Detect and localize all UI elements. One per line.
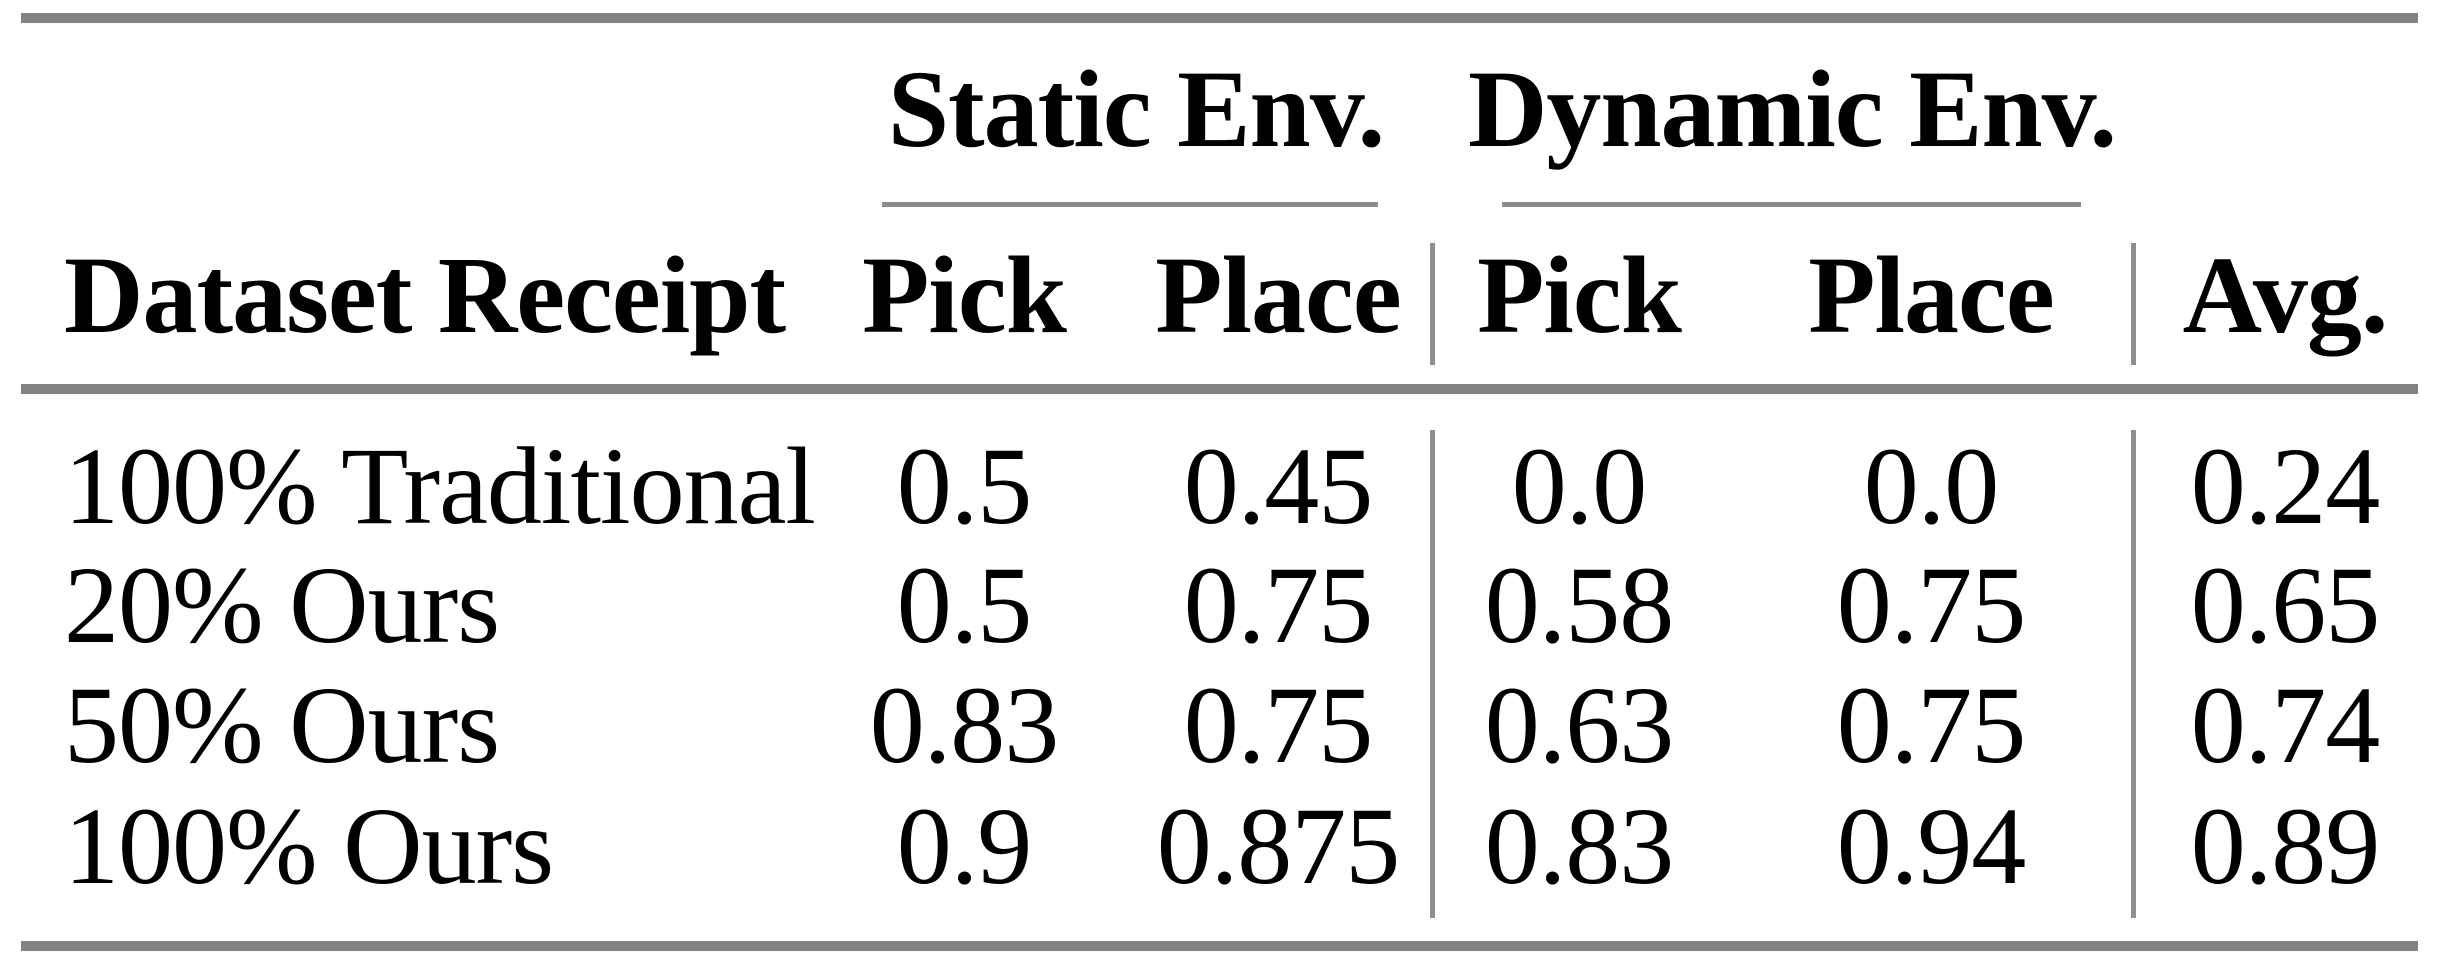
body-vertical-rule-static-dynamic <box>1430 430 1435 918</box>
cell-dynamic-place: 0.75 <box>1836 664 2026 786</box>
cell-dynamic-pick: 0.63 <box>1484 664 1674 786</box>
cell-static-place: 0.45 <box>1183 425 1373 547</box>
row-label: 20% Ours <box>64 544 500 666</box>
column-header-static-pick: Pick <box>862 234 1067 356</box>
row-label: 50% Ours <box>64 664 500 786</box>
cell-avg: 0.65 <box>2190 544 2380 666</box>
cell-static-pick: 0.5 <box>896 544 1032 666</box>
bottom-rule <box>21 941 2418 951</box>
row-label: 100% Traditional <box>64 425 816 547</box>
group-header-static-env: Static Env. <box>887 48 1385 170</box>
static-env-cmidrule <box>882 202 1378 207</box>
row-label: 100% Ours <box>64 785 554 907</box>
cell-dynamic-pick: 0.0 <box>1511 425 1647 547</box>
cell-dynamic-pick: 0.58 <box>1484 544 1674 666</box>
cell-dynamic-place: 0.0 <box>1863 425 1999 547</box>
column-header-dataset-receipt: Dataset Receipt <box>64 234 786 356</box>
mid-rule <box>21 384 2418 394</box>
cell-dynamic-place: 0.94 <box>1836 785 2026 907</box>
column-header-avg: Avg. <box>2182 234 2389 356</box>
cell-avg: 0.74 <box>2190 664 2380 786</box>
header-vertical-rule-avg <box>2131 243 2136 365</box>
group-header-dynamic-env: Dynamic Env. <box>1467 48 2117 170</box>
top-rule <box>21 13 2418 23</box>
cell-static-pick: 0.9 <box>896 785 1032 907</box>
cell-static-pick: 0.5 <box>896 425 1032 547</box>
column-header-dynamic-pick: Pick <box>1477 234 1682 356</box>
header-vertical-rule-static-dynamic <box>1430 243 1435 365</box>
cell-dynamic-pick: 0.83 <box>1484 785 1674 907</box>
dynamic-env-cmidrule <box>1502 202 2081 207</box>
column-header-dynamic-place: Place <box>1808 234 2054 356</box>
cell-static-pick: 0.83 <box>869 664 1059 786</box>
cell-dynamic-place: 0.75 <box>1836 544 2026 666</box>
body-vertical-rule-avg <box>2131 430 2136 918</box>
column-header-static-place: Place <box>1155 234 1401 356</box>
cell-avg: 0.24 <box>2190 425 2380 547</box>
cell-avg: 0.89 <box>2190 785 2380 907</box>
cell-static-place: 0.875 <box>1156 785 1400 907</box>
cell-static-place: 0.75 <box>1183 544 1373 666</box>
cell-static-place: 0.75 <box>1183 664 1373 786</box>
